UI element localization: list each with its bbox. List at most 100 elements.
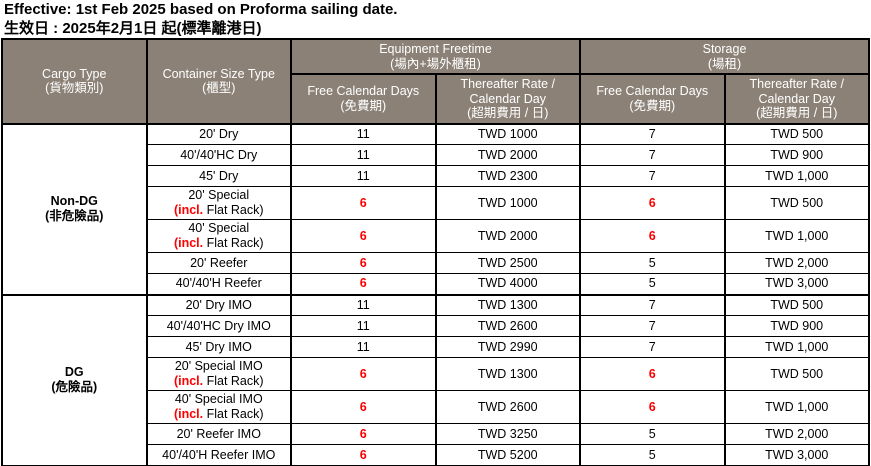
storage-free-days-cell: 7 bbox=[579, 165, 726, 187]
storage-free-days-cell: 7 bbox=[579, 122, 726, 145]
header-storage-en: Storage bbox=[702, 42, 747, 56]
equipment-thereafter-rate-cell: TWD 2000 bbox=[434, 219, 581, 253]
header-equipment-free-days-en: Free Calendar Days bbox=[307, 84, 420, 99]
storage-thereafter-rate-cell: TWD 2,000 bbox=[723, 423, 870, 445]
equipment-thereafter-rate-cell: TWD 1300 bbox=[434, 293, 581, 316]
equipment-free-days-cell: 11 bbox=[290, 315, 437, 337]
container-size-type-cell: 20' Dry bbox=[145, 122, 292, 145]
equipment-free-days-cell: 11 bbox=[290, 165, 437, 187]
table-row: 40' Special (incl. Flat Rack) 6 TWD 2000 6 TW… bbox=[2, 219, 870, 253]
storage-thereafter-rate-cell: TWD 1,000 bbox=[723, 390, 870, 424]
storage-thereafter-rate-cell: TWD 1,000 bbox=[723, 219, 870, 253]
equipment-thereafter-rate-cell: TWD 2300 bbox=[434, 165, 581, 187]
storage-free-days-cell: 5 bbox=[579, 252, 726, 274]
storage-free-days-cell: 6 bbox=[579, 186, 726, 220]
equipment-free-days-cell: 6 bbox=[290, 423, 437, 445]
header-storage: Storage (場租) bbox=[579, 38, 870, 75]
equipment-free-days-cell: 6 bbox=[290, 357, 437, 391]
equipment-free-days-cell: 11 bbox=[290, 336, 437, 358]
storage-thereafter-rate-cell: TWD 3,000 bbox=[723, 444, 870, 466]
header-storage-thereafter-rate-en2: Calendar Day bbox=[758, 91, 835, 106]
header-storage-free-days: Free Calendar Days (免費期) bbox=[579, 73, 726, 125]
header-cargo-type-zh: (貨物類別) bbox=[45, 81, 104, 96]
table-row: 40'/40'H Reefer IMO 6 TWD 5200 5 TWD 3,000 bbox=[2, 444, 870, 466]
header-storage-thereafter-rate-zh: (超期費用 / 日) bbox=[756, 106, 838, 120]
equipment-free-days-cell: 6 bbox=[290, 186, 437, 220]
equipment-thereafter-rate-cell: TWD 5200 bbox=[434, 444, 581, 466]
table-row: 20' Reefer 6 TWD 2500 5 TWD 2,000 bbox=[2, 252, 870, 274]
storage-thereafter-rate-cell: TWD 2,000 bbox=[723, 252, 870, 274]
header-storage-thereafter-rate-en1: Thereafter Rate / bbox=[749, 77, 845, 91]
storage-thereafter-rate-cell: TWD 3,000 bbox=[723, 273, 870, 295]
freetime-storage-tariff-table: Cargo Type (貨物類別) Container Size Type (櫃… bbox=[1, 38, 870, 466]
equipment-free-days-cell: 6 bbox=[290, 444, 437, 466]
equipment-thereafter-rate-cell: TWD 4000 bbox=[434, 273, 581, 295]
storage-thereafter-rate-cell: TWD 500 bbox=[723, 293, 870, 316]
storage-free-days-cell: 5 bbox=[579, 273, 726, 295]
container-size-type-cell: 40'/40'H Reefer IMO bbox=[145, 444, 292, 466]
container-size-type-cell: 20' Special (incl. Flat Rack) bbox=[145, 186, 292, 220]
equipment-thereafter-rate-cell: TWD 2990 bbox=[434, 336, 581, 358]
effective-date-title-en: Effective: 1st Feb 2025 based on Proform… bbox=[4, 1, 398, 18]
equipment-thereafter-rate-cell: TWD 2600 bbox=[434, 315, 581, 337]
container-size-type-cell: 20' Reefer IMO bbox=[145, 423, 292, 445]
equipment-thereafter-rate-cell: TWD 2500 bbox=[434, 252, 581, 274]
equipment-thereafter-rate-cell: TWD 3250 bbox=[434, 423, 581, 445]
header-equipment-thereafter-rate-en2: Calendar Day bbox=[469, 91, 546, 106]
container-size-type-cell: 40'/40'H Reefer bbox=[145, 273, 292, 295]
header-equipment-free-days-zh: (免費期) bbox=[340, 98, 387, 113]
storage-thereafter-rate-cell: TWD 1,000 bbox=[723, 165, 870, 187]
equipment-free-days-cell: 11 bbox=[290, 122, 437, 145]
table-row: 20' Special IMO (incl. Flat Rack) 6 TWD 130… bbox=[2, 357, 870, 391]
storage-free-days-cell: 6 bbox=[579, 219, 726, 253]
storage-free-days-cell: 5 bbox=[579, 423, 726, 445]
header-container-size-type-zh: (櫃型) bbox=[202, 81, 236, 96]
equipment-thereafter-rate-cell: TWD 2600 bbox=[434, 390, 581, 424]
equipment-free-days-cell: 6 bbox=[290, 219, 437, 253]
header-cargo-type: Cargo Type (貨物類別) bbox=[1, 38, 148, 125]
container-size-type-cell: 20' Reefer bbox=[145, 252, 292, 274]
table-row: 20' Reefer IMO 6 TWD 3250 5 TWD 2,000 bbox=[2, 423, 870, 445]
equipment-free-days-cell: 11 bbox=[290, 293, 437, 316]
storage-thereafter-rate-cell: TWD 900 bbox=[723, 144, 870, 166]
header-cargo-type-en: Cargo Type bbox=[42, 66, 107, 81]
container-size-type-cell: 40'/40'HC Dry IMO bbox=[145, 315, 292, 337]
cargo-type-cell: Non-DG (非危險品) bbox=[1, 122, 148, 296]
table-row: 40'/40'HC Dry 11 TWD 2000 7 TWD 900 bbox=[2, 144, 870, 166]
effective-date-title-zh: 生效日 : 2025年2月1日 起(標準離港日) bbox=[4, 20, 262, 37]
storage-free-days-cell: 6 bbox=[579, 390, 726, 424]
header-storage-free-days-en: Free Calendar Days bbox=[596, 84, 709, 99]
page-header: Effective: 1st Feb 2025 based on Proform… bbox=[0, 0, 871, 38]
header-equipment-thereafter-rate: Thereafter Rate / Calendar Day (超期費用 / 日… bbox=[434, 73, 581, 125]
storage-free-days-cell: 7 bbox=[579, 315, 726, 337]
container-size-type-cell: 20' Special IMO (incl. Flat Rack) bbox=[145, 357, 292, 391]
header-storage-zh: (場租) bbox=[707, 56, 742, 71]
storage-free-days-cell: 7 bbox=[579, 293, 726, 316]
equipment-thereafter-rate-cell: TWD 2000 bbox=[434, 144, 581, 166]
equipment-thereafter-rate-cell: TWD 1000 bbox=[434, 186, 581, 220]
storage-free-days-cell: 7 bbox=[579, 144, 726, 166]
container-size-type-cell: 40' Special IMO (incl. Flat Rack) bbox=[145, 390, 292, 424]
storage-free-days-cell: 7 bbox=[579, 336, 726, 358]
header-storage-thereafter-rate: Thereafter Rate / Calendar Day (超期費用 / 日… bbox=[723, 73, 870, 125]
header-equipment-thereafter-rate-zh: (超期費用 / 日) bbox=[467, 106, 549, 120]
table-row: DG (危險品) 20' Dry IMO 11 TWD 1300 7 TWD 500 bbox=[1, 293, 870, 466]
storage-thereafter-rate-cell: TWD 900 bbox=[723, 315, 870, 337]
table-row: 45' Dry IMO 11 TWD 2990 7 TWD 1,000 bbox=[2, 336, 870, 358]
container-size-type-cell: 40' Special (incl. Flat Rack) bbox=[145, 219, 292, 253]
header-equipment-thereafter-rate-en1: Thereafter Rate / bbox=[460, 77, 556, 91]
storage-thereafter-rate-cell: TWD 1,000 bbox=[723, 336, 870, 358]
cargo-type-cell: DG (危險品) bbox=[1, 293, 148, 466]
equipment-thereafter-rate-cell: TWD 1000 bbox=[434, 122, 581, 145]
equipment-thereafter-rate-cell: TWD 1300 bbox=[434, 357, 581, 391]
container-size-type-cell: 45' Dry bbox=[145, 165, 292, 187]
storage-thereafter-rate-cell: TWD 500 bbox=[723, 357, 870, 391]
table-row: Non-DG (非危險品) 20' Dry 11 TWD 1000 7 TWD 500 bbox=[1, 122, 870, 296]
storage-thereafter-rate-cell: TWD 500 bbox=[723, 122, 870, 145]
storage-free-days-cell: 6 bbox=[579, 357, 726, 391]
header-container-size-type-en: Container Size Type bbox=[162, 66, 275, 81]
equipment-free-days-cell: 6 bbox=[290, 273, 437, 295]
container-size-type-cell: 20' Dry IMO bbox=[145, 293, 292, 316]
header-container-size-type: Container Size Type (櫃型) bbox=[145, 38, 292, 125]
header-equipment-freetime-en: Equipment Freetime bbox=[379, 42, 492, 56]
